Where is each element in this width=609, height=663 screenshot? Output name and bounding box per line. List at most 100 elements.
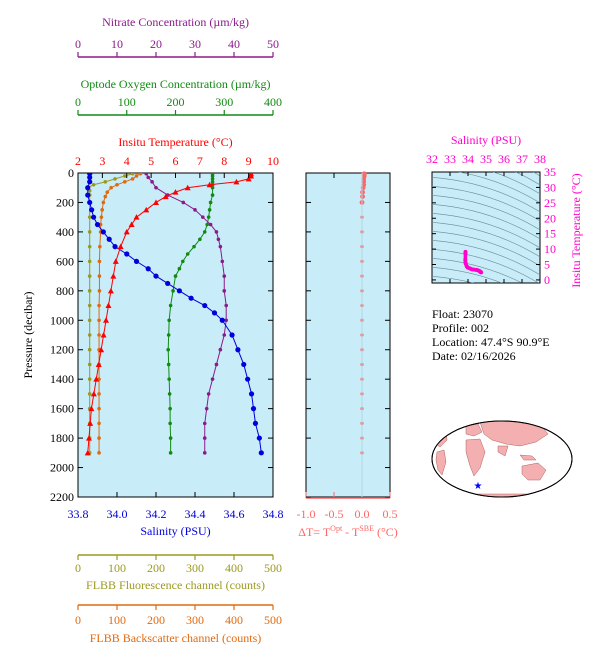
oxygen-point bbox=[167, 377, 171, 381]
oxygen-point bbox=[168, 451, 173, 455]
delta-t-plot-area bbox=[305, 172, 391, 498]
nitrate-point bbox=[214, 362, 219, 367]
backscatter-point bbox=[97, 259, 102, 264]
oxygen-point bbox=[167, 392, 172, 396]
temperature-point bbox=[84, 449, 91, 456]
nitrate-line bbox=[145, 173, 227, 453]
nitrate-tick-label: 50 bbox=[267, 37, 279, 51]
backscatter-point bbox=[138, 173, 143, 176]
nitrate-point bbox=[204, 406, 209, 411]
delta-axis-label: ΔT= TOpt - TSBE (°C) bbox=[298, 524, 398, 539]
oxygen-point bbox=[210, 174, 215, 178]
salinity-point bbox=[258, 450, 264, 456]
salinity-tick-label: 34.6 bbox=[224, 507, 245, 521]
temperature-point bbox=[85, 435, 92, 441]
nitrate-point bbox=[216, 237, 221, 242]
nitrate-point bbox=[222, 333, 227, 337]
delta-tick-label: 0.0 bbox=[355, 507, 370, 521]
oxygen-point bbox=[210, 177, 215, 181]
temperature-point bbox=[90, 390, 97, 397]
backscatter-point bbox=[97, 392, 101, 396]
delta-tick-label: -1.0 bbox=[297, 507, 316, 521]
oxygen-point bbox=[210, 193, 215, 197]
pressure-tick-label: 600 bbox=[56, 254, 74, 268]
fluorescence-axis: 0 100 200 300 400 500 FLBB Fluorescence channe… bbox=[75, 554, 282, 592]
backscatter-point bbox=[103, 194, 108, 199]
temperature-point bbox=[100, 332, 107, 338]
ts-salinity-tick-label: 32 bbox=[426, 152, 438, 166]
pressure-axis-label: Pressure (decibar) bbox=[21, 292, 35, 379]
float-id: Float: 23070 bbox=[432, 307, 493, 321]
delta-point bbox=[360, 185, 366, 191]
salinity-point bbox=[100, 229, 106, 235]
fluorescence-point bbox=[87, 289, 92, 293]
oxygen-tick-label: 400 bbox=[264, 95, 282, 109]
ts-temp-tick-label: 0 bbox=[544, 273, 550, 287]
backscatter-point bbox=[97, 274, 102, 278]
temperature-point bbox=[93, 376, 100, 382]
salinity-point bbox=[145, 266, 151, 272]
density-contour bbox=[457, 172, 540, 204]
backscatter-point bbox=[97, 436, 101, 440]
nitrate-point bbox=[144, 173, 149, 176]
backscatter-point bbox=[123, 180, 127, 184]
salinity-point bbox=[248, 391, 255, 397]
oxygen-point bbox=[181, 259, 185, 264]
backscatter-tick-label: 200 bbox=[147, 613, 165, 627]
ts-point bbox=[463, 251, 468, 256]
backscatter-point bbox=[115, 182, 119, 187]
fluorescence-point bbox=[87, 347, 92, 352]
ts-plot-area bbox=[431, 171, 541, 284]
temperature-tick-label: 3 bbox=[99, 154, 105, 168]
nitrate-point bbox=[202, 436, 207, 440]
backscatter-point bbox=[97, 451, 101, 455]
backscatter-point bbox=[97, 289, 102, 293]
oxygen-point bbox=[208, 200, 213, 205]
salinity-point bbox=[250, 406, 257, 412]
temperature-point bbox=[184, 184, 191, 191]
fluorescence-tick-label: 500 bbox=[264, 561, 282, 575]
salinity-point bbox=[106, 236, 112, 242]
salinity-point bbox=[241, 361, 247, 368]
fluorescence-point bbox=[87, 244, 92, 249]
nitrate-point bbox=[208, 222, 213, 227]
float-location-star: ★ bbox=[474, 481, 483, 492]
nitrate-point bbox=[210, 377, 215, 381]
ts-temp-tick-label: 20 bbox=[544, 211, 556, 225]
temperature-tick-label: 9 bbox=[246, 154, 252, 168]
backscatter-point bbox=[97, 303, 101, 308]
pressure-tick-label: 400 bbox=[56, 225, 74, 239]
oxygen-point bbox=[166, 347, 170, 352]
ts-temp-tick-label: 15 bbox=[544, 227, 556, 241]
salinity-point bbox=[211, 310, 218, 316]
oxygen-tick-label: 200 bbox=[167, 95, 185, 109]
salinity-point bbox=[252, 420, 259, 426]
temperature-series bbox=[84, 173, 255, 456]
temperature-point bbox=[233, 178, 240, 185]
fluorescence-point bbox=[87, 274, 92, 278]
fluorescence-point bbox=[91, 182, 96, 187]
pressure-tick-label: 1800 bbox=[50, 431, 74, 445]
temperature-tick-label: 10 bbox=[267, 154, 279, 168]
temperature-point bbox=[123, 228, 130, 235]
salinity-point bbox=[85, 185, 91, 191]
nitrate-point bbox=[220, 259, 225, 264]
salinity-point bbox=[112, 244, 118, 250]
salinity-point bbox=[235, 347, 241, 353]
salinity-point bbox=[87, 179, 93, 185]
temperature-tick-label: 5 bbox=[148, 154, 154, 168]
nitrate-point bbox=[218, 244, 223, 249]
salinity-point bbox=[165, 280, 171, 287]
backscatter-series bbox=[97, 173, 143, 455]
ts-temp-tick-label: 35 bbox=[544, 165, 556, 179]
backscatter-point bbox=[130, 177, 135, 181]
density-contour bbox=[432, 267, 503, 283]
profile-number: Profile: 002 bbox=[432, 321, 489, 335]
backscatter-tick-label: 0 bbox=[75, 613, 81, 627]
ts-salinity-axis-label: Salinity (PSU) bbox=[451, 133, 521, 147]
temperature-point bbox=[88, 405, 95, 412]
nitrate-point bbox=[224, 303, 228, 308]
nitrate-axis: 0 10 20 30 40 50 Nitrate Concentration (µm/kg) bbox=[75, 15, 279, 58]
